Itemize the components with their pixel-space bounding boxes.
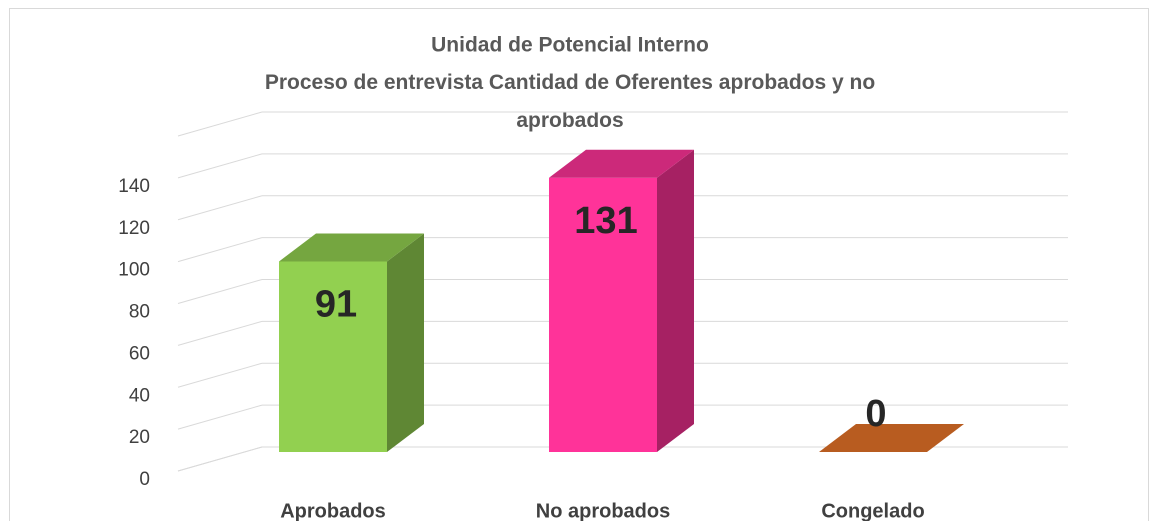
y-tick-label: 120 — [118, 218, 150, 239]
wall-edge — [177, 111, 263, 137]
grid-line — [177, 446, 263, 472]
bar-top — [819, 424, 964, 452]
bar-top — [279, 233, 424, 262]
grid-line — [177, 362, 263, 388]
y-tick-label: 60 — [129, 343, 150, 364]
bar — [819, 424, 964, 452]
grid-line — [177, 195, 263, 221]
subtitle-line: Proceso de entrevista Cantidad de Oferen… — [265, 71, 875, 94]
bar-front — [549, 177, 657, 452]
y-tick-label: 40 — [129, 385, 150, 406]
subtitle-line: aprobados — [516, 109, 623, 132]
bar-top — [549, 149, 694, 178]
chart-title: Unidad de Potencial Interno — [431, 34, 709, 57]
grid-line — [177, 153, 263, 179]
data-label: 0 — [865, 393, 886, 435]
x-tick-label: Congelado — [821, 500, 924, 521]
bar — [279, 233, 424, 452]
bar-side — [387, 233, 424, 452]
x-tick-label: No aprobados — [536, 500, 670, 521]
y-tick-label: 0 — [139, 469, 150, 490]
grid-line — [177, 320, 263, 346]
chart-subtitle: Proceso de entrevista Cantidad de Oferen… — [265, 71, 875, 132]
data-label: 91 — [315, 284, 357, 326]
grid-line — [177, 237, 263, 263]
y-tick-label: 100 — [118, 260, 150, 281]
y-tick-label: 20 — [129, 427, 150, 448]
data-label: 131 — [574, 200, 637, 242]
y-tick-label: 80 — [129, 302, 150, 323]
x-tick-label: Aprobados — [280, 500, 386, 521]
y-tick-label: 140 — [118, 176, 150, 197]
bar-side — [657, 149, 694, 452]
grid-line — [177, 404, 263, 430]
bar-front — [279, 261, 387, 452]
grid-line — [177, 279, 263, 304]
bar — [549, 149, 694, 452]
